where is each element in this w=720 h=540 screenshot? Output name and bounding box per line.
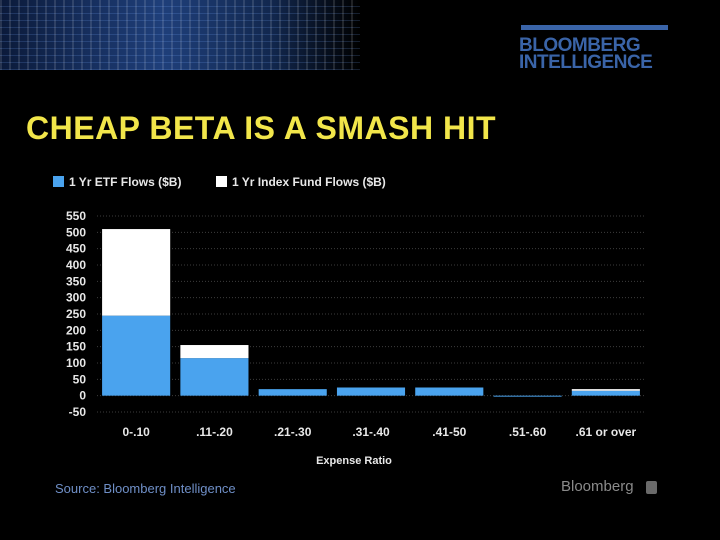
y-tick-label: 50 xyxy=(73,372,87,386)
bar-etf xyxy=(180,358,249,396)
legend-label-etf: 1 Yr ETF Flows ($B) xyxy=(69,175,182,189)
legend-swatch-etf xyxy=(53,176,64,187)
bar-etf xyxy=(415,387,484,396)
x-tick-label: .11-.20 xyxy=(196,425,233,439)
legend-swatch-index xyxy=(216,176,227,187)
x-axis-label: Expense Ratio xyxy=(316,455,392,467)
bar-etf xyxy=(336,387,406,396)
bar-index xyxy=(571,389,640,391)
brand-logo-line2: INTELLIGENCE xyxy=(519,52,653,73)
x-tick-label: .21-.30 xyxy=(274,425,312,439)
bars xyxy=(102,229,640,397)
y-tick-label: 500 xyxy=(66,225,86,239)
y-tick-label: 250 xyxy=(66,307,86,321)
brand-logo-line1: BLOOMBERG xyxy=(519,35,641,56)
brand-bar xyxy=(521,25,668,30)
grid-lines xyxy=(97,215,645,413)
x-tick-label: .51-.60 xyxy=(509,425,547,439)
y-tick-label: 150 xyxy=(66,340,86,354)
y-tick-label: 100 xyxy=(66,356,86,370)
y-tick-label: 350 xyxy=(66,274,86,288)
slide-title: CHEAP BETA IS A SMASH HIT xyxy=(26,110,497,146)
y-tick-label: 0 xyxy=(79,389,86,403)
x-tick-label: 0-.10 xyxy=(122,425,150,439)
x-tick-label: .41-50 xyxy=(432,425,466,439)
y-tick-label: 200 xyxy=(66,323,86,337)
y-tick-label: 550 xyxy=(66,209,86,223)
footer-logo-badge xyxy=(646,481,657,494)
legend-item-index: 1 Yr Index Fund Flows ($B) xyxy=(216,175,386,189)
x-tick-label: .61 or over xyxy=(576,425,637,439)
bar-etf xyxy=(102,315,171,396)
x-tick-label: .31-.40 xyxy=(352,425,390,439)
footer-logo: Bloomberg xyxy=(561,478,634,495)
bar-index xyxy=(180,345,249,359)
bar-index xyxy=(102,229,171,316)
source-note: Source: Bloomberg Intelligence xyxy=(55,481,236,496)
x-axis-ticks: 0-.10 .11-.20 .21-.30 .31-.40 .41-50 .51-.60.… xyxy=(122,425,636,439)
y-tick-label: -50 xyxy=(69,405,87,419)
y-tick-label: 400 xyxy=(66,258,86,272)
legend-label-index: 1 Yr Index Fund Flows ($B) xyxy=(232,175,386,189)
legend-item-etf: 1 Yr ETF Flows ($B) xyxy=(53,175,181,189)
y-tick-label: 450 xyxy=(66,242,86,256)
bar-etf xyxy=(571,390,640,396)
bar-etf xyxy=(493,395,562,397)
bar-etf xyxy=(258,389,327,396)
header-banner-image xyxy=(0,0,360,70)
y-tick-label: 300 xyxy=(66,291,86,305)
